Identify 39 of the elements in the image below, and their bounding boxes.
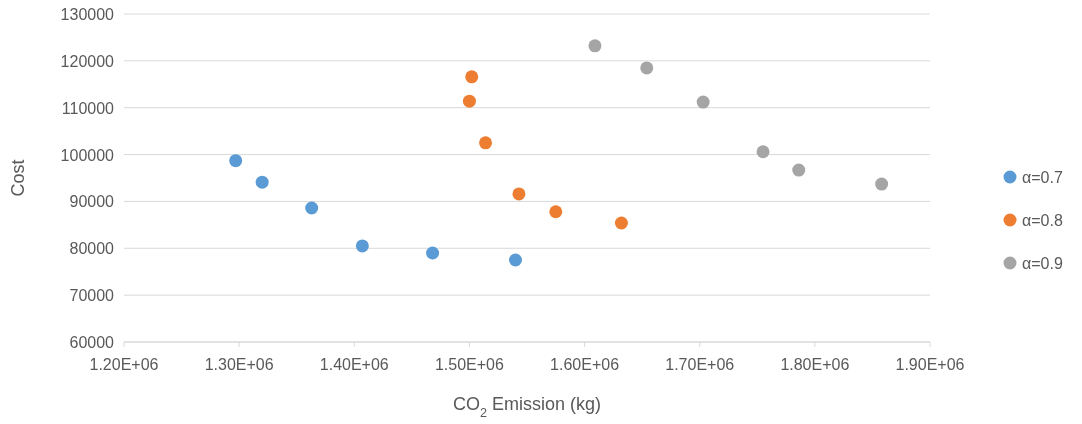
point <box>465 70 479 84</box>
x-tick-label: 1.20E+06 <box>89 356 159 373</box>
legend-label: α=0.8 <box>1022 212 1063 229</box>
y-tick-label: 60000 <box>69 334 115 351</box>
point <box>229 154 243 168</box>
x-tick-label: 1.70E+06 <box>665 356 735 373</box>
point <box>792 163 806 177</box>
y-tick-label: 100000 <box>60 146 115 164</box>
x-axis-title: CO$_{2}$ Emission (kg) <box>452 394 602 420</box>
point <box>549 205 563 219</box>
point <box>756 145 770 159</box>
y-tick-label: 130000 <box>60 6 115 23</box>
y-axis-title: Cost <box>8 159 28 197</box>
x-tick-label: 1.90E+06 <box>895 356 965 373</box>
point <box>640 61 654 75</box>
point <box>696 95 710 109</box>
x-tick-label: 1.50E+06 <box>434 356 505 373</box>
point <box>426 246 440 260</box>
point <box>305 201 319 215</box>
y-tick-label: 70000 <box>69 287 115 305</box>
legend-label: α=0.7 <box>1022 169 1063 186</box>
point <box>255 175 269 189</box>
point <box>479 136 493 150</box>
point <box>875 177 889 191</box>
point <box>512 187 526 201</box>
x-tick-label: 1.80E+06 <box>780 356 850 373</box>
x-tick-label: 1.60E+06 <box>550 356 620 373</box>
legend-label: α=0.9 <box>1022 255 1063 272</box>
y-tick-label: 90000 <box>69 193 115 211</box>
x-tick-label: 1.30E+06 <box>204 356 274 373</box>
point <box>614 216 628 230</box>
y-tick-label: 120000 <box>60 52 115 70</box>
point <box>588 39 602 53</box>
y-tick-label: 110000 <box>61 99 115 117</box>
point <box>462 94 476 108</box>
point <box>508 253 522 267</box>
y-tick-label: 80000 <box>69 240 115 258</box>
point <box>355 239 369 253</box>
x-tick-label: 1.40E+06 <box>319 356 389 373</box>
